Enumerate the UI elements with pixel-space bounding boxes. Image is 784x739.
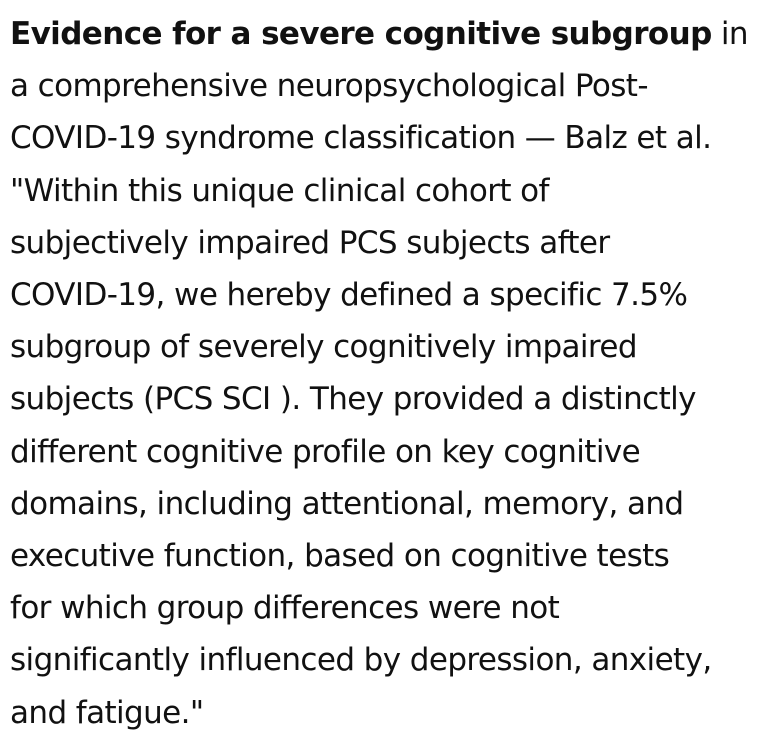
title-line: Evidence for a severe cognitive subgroup… <box>10 8 784 60</box>
quote-line: significantly influenced by depression, … <box>10 642 712 679</box>
quote-line: different cognitive profile on key cogni… <box>10 433 641 470</box>
quote-line: domains, including attentional, memory, … <box>10 485 684 522</box>
quote-line: "Within this unique clinical cohort of <box>10 172 549 209</box>
quote-line: for which group differences were not <box>10 590 560 627</box>
quote-line: and fatigue." <box>10 694 204 731</box>
quote-line: executive function, based on cognitive t… <box>10 538 670 575</box>
quote-line: subgroup of severely cognitively impaire… <box>10 329 638 366</box>
quote-line: subjectively impaired PCS subjects after <box>10 224 610 261</box>
paper-title-bold: Evidence for a severe cognitive subgroup <box>10 16 712 52</box>
quote-line: COVID-19, we hereby defined a specific 7… <box>10 277 688 314</box>
paper-title-rest: in <box>711 16 749 52</box>
citation-line: COVID-19 syndrome classification — Balz … <box>10 120 712 157</box>
citation-line: a comprehensive neuropsychological Post- <box>10 68 649 105</box>
quote-line: subjects (PCS SCI ). They provided a dis… <box>10 381 697 418</box>
